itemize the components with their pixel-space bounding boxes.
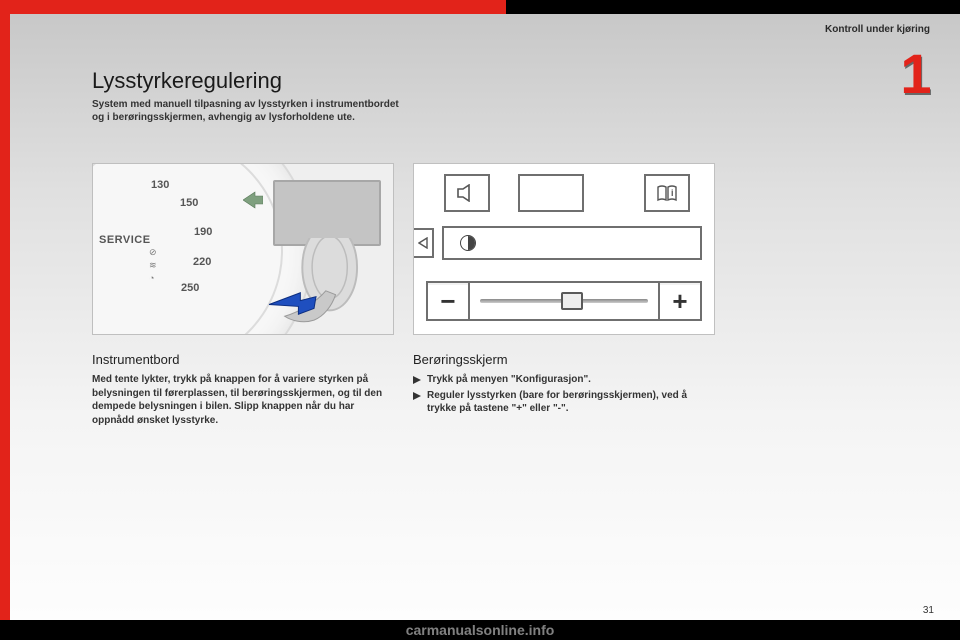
brightness-plus-button[interactable]: + bbox=[658, 281, 702, 321]
section-heading-left: Instrumentbord bbox=[92, 352, 394, 367]
gauge-150: 150 bbox=[180, 197, 198, 209]
back-tab-button[interactable] bbox=[414, 228, 434, 258]
chapter-number: 1 bbox=[886, 46, 946, 121]
manual-button[interactable]: i bbox=[644, 174, 690, 212]
section-instrument-panel: Instrumentbord Med tente lykter, trykk p… bbox=[92, 352, 394, 427]
brightness-slider-row: − + bbox=[426, 280, 702, 322]
speaker-button[interactable] bbox=[444, 174, 490, 212]
watermark: carmanualsonline.info bbox=[0, 622, 960, 638]
page-number: 31 bbox=[923, 605, 934, 616]
section-body-left: Med tente lykter, trykk på knappen for å… bbox=[92, 373, 394, 427]
left-turn-arrow-icon bbox=[243, 190, 263, 210]
left-bar-red bbox=[0, 14, 10, 620]
airbag-icon: ◔ bbox=[149, 274, 157, 283]
blank-tab-button[interactable] bbox=[518, 174, 584, 212]
abs-icon: ⊘ bbox=[149, 248, 157, 257]
page: Kontroll under kjøring 1 Lysstyrkeregule… bbox=[0, 0, 960, 640]
section-touch-screen: Berøringsskjerm Trykk på menyen "Konfigu… bbox=[413, 352, 715, 418]
top-bar-red bbox=[0, 0, 506, 14]
brightness-slider-thumb[interactable] bbox=[561, 292, 583, 310]
speedometer-ring bbox=[92, 163, 283, 335]
gauge-190: 190 bbox=[194, 226, 212, 238]
contrast-icon bbox=[460, 235, 476, 251]
brightness-bar bbox=[442, 226, 702, 260]
figure-instrument-cluster: 130 150 190 220 250 SERVICE ⊘ ≋ ◔ bbox=[92, 163, 394, 335]
gauge-130: 130 bbox=[151, 179, 169, 191]
section-bullets-right: Trykk på menyen "Konfigurasjon". Reguler… bbox=[413, 373, 715, 416]
brightness-slider-track[interactable] bbox=[470, 281, 658, 321]
bullet-item: Reguler lysstyrken (bare for berøringssk… bbox=[413, 389, 715, 416]
warning-icons: ⊘ ≋ ◔ bbox=[149, 248, 157, 283]
section-heading-right: Berøringsskjerm bbox=[413, 352, 715, 367]
brightness-minus-button[interactable]: − bbox=[426, 281, 470, 321]
speaker-icon bbox=[457, 184, 477, 202]
bullet-item: Trykk på menyen "Konfigurasjon". bbox=[413, 373, 715, 387]
intro-paragraph: System med manuell tilpasning av lysstyr… bbox=[92, 98, 402, 124]
dimmer-stalk-callout bbox=[267, 238, 365, 326]
service-label: SERVICE bbox=[99, 234, 151, 246]
header-category: Kontroll under kjøring bbox=[825, 24, 930, 35]
gauge-220: 220 bbox=[193, 256, 211, 268]
svg-text:i: i bbox=[671, 188, 674, 198]
cluster-lcd-screen bbox=[273, 180, 381, 246]
gauge-250: 250 bbox=[181, 282, 199, 294]
page-title: Lysstyrkeregulering bbox=[92, 68, 282, 94]
book-info-icon: i bbox=[656, 184, 678, 202]
traction-icon: ≋ bbox=[149, 261, 157, 270]
figure-touchscreen-ui: i − + bbox=[413, 163, 715, 335]
back-triangle-icon bbox=[418, 237, 428, 249]
